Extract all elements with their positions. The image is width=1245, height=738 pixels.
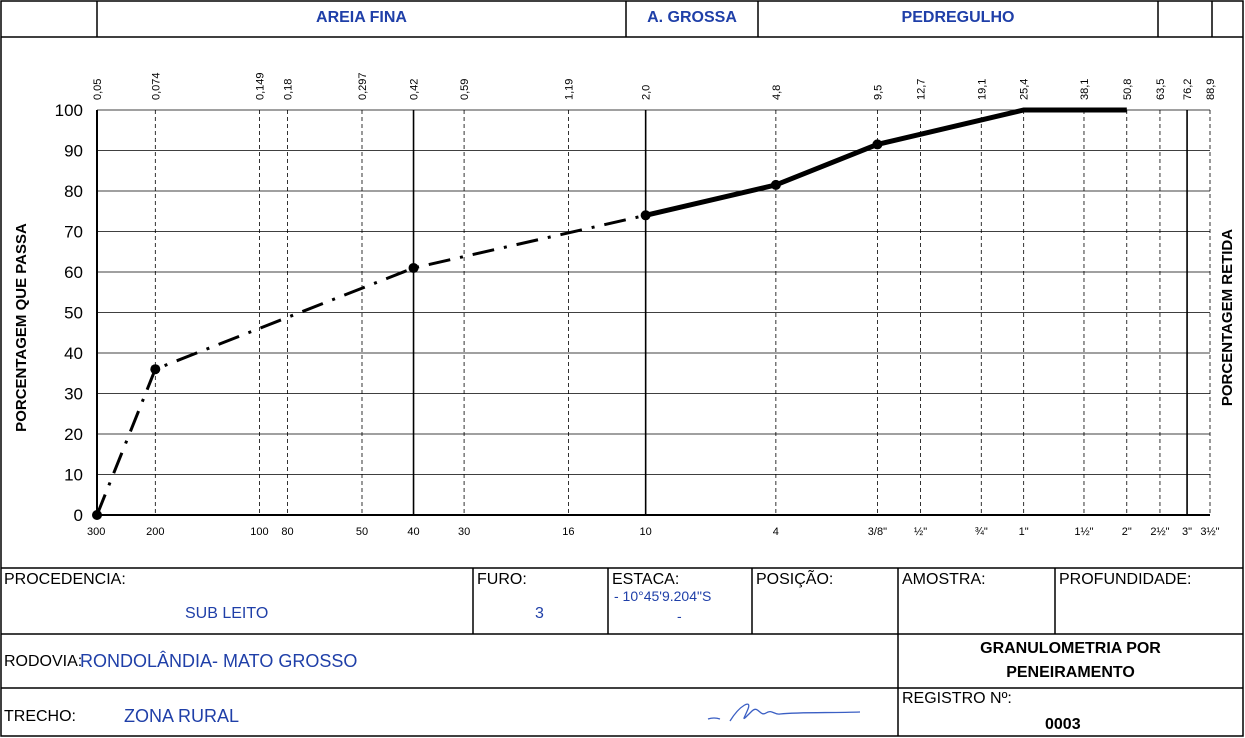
- data-point: [92, 510, 102, 520]
- y-tick-label: 80: [64, 182, 83, 201]
- bottom-tick-label: 1": [1019, 526, 1029, 538]
- bottom-tick-label: 40: [407, 526, 419, 538]
- furo-label: FURO:: [477, 571, 527, 588]
- bottom-tick-label: 3/8": [868, 526, 887, 538]
- estaca-value-2: -: [677, 608, 682, 624]
- amostra-label: AMOSTRA:: [902, 571, 986, 588]
- y-tick-label: 30: [64, 385, 83, 404]
- procedencia-label: PROCEDENCIA:: [4, 571, 126, 588]
- trecho-value: ZONA RURAL: [124, 706, 240, 726]
- bottom-tick-label: 2": [1122, 526, 1132, 538]
- y-axis-title-right: PORCENTAGEM RETIDA: [1219, 229, 1236, 406]
- profundidade-label: PROFUNDIDADE:: [1059, 571, 1192, 588]
- bottom-tick-label: ½": [914, 526, 927, 538]
- data-point: [872, 139, 883, 150]
- y-tick-label: 40: [64, 344, 83, 363]
- estaca-value: - 10°45'9.204"S: [614, 588, 712, 604]
- y-tick-label: 10: [64, 466, 83, 485]
- bottom-tick-label: 2½": [1150, 526, 1169, 538]
- top-tick-label: 9,5: [872, 85, 884, 100]
- y-tick-label: 100: [55, 101, 83, 120]
- granulometria-title-2: PENEIRAMENTO: [1006, 664, 1135, 681]
- data-point: [770, 179, 781, 190]
- y-tick-label: 90: [64, 142, 83, 161]
- top-tick-label: 88,9: [1205, 79, 1217, 100]
- top-tick-label: 38,1: [1079, 79, 1091, 100]
- y-tick-label: 50: [64, 304, 83, 323]
- granulometria-title-1: GRANULOMETRIA POR: [980, 640, 1161, 657]
- bottom-tick-label: 3": [1182, 526, 1192, 538]
- bottom-tick-label: 10: [640, 526, 652, 538]
- bottom-tick-label: 1½": [1074, 526, 1093, 538]
- y-tick-label: 20: [64, 425, 83, 444]
- posicao-label: POSIÇÃO:: [756, 571, 834, 588]
- granulometry-chart: 0 10 20 30 40 50 60 70 80 90 100 0,05 0,074 0,149 0,18…: [13, 72, 1236, 538]
- rodovia-label: RODOVIA:: [4, 653, 83, 670]
- top-tick-label: 25,4: [1019, 79, 1031, 100]
- signature-image: [707, 703, 861, 722]
- registro-label: REGISTRO Nº:: [902, 690, 1012, 707]
- data-point: [150, 364, 161, 375]
- y-tick-label: 70: [64, 223, 83, 242]
- data-point: [408, 262, 419, 273]
- bottom-tick-label: 200: [146, 526, 164, 538]
- bottom-tick-label: 50: [356, 526, 368, 538]
- trecho-label: TRECHO:: [4, 708, 76, 725]
- top-tick-label: 76,2: [1182, 79, 1194, 100]
- top-tick-label: 0,149: [254, 72, 266, 100]
- gravel-header: PEDREGULHO: [901, 9, 1015, 26]
- data-point: [640, 210, 651, 221]
- bottom-tick-label: 80: [281, 526, 293, 538]
- top-tick-label: 0,074: [150, 72, 162, 100]
- coarse-sand-header: A. GROSSA: [647, 9, 737, 26]
- series-line-dash-dot: [95, 213, 647, 516]
- top-tick-label: 0,59: [459, 79, 471, 100]
- estaca-label: ESTACA:: [612, 571, 680, 588]
- top-tick-label: 50,8: [1122, 79, 1134, 100]
- bottom-tick-label: 300: [87, 526, 105, 538]
- bottom-tick-label: ¾": [975, 526, 988, 538]
- top-tick-label: 2,0: [641, 85, 653, 100]
- top-tick-label: 0,297: [357, 72, 369, 100]
- bottom-tick-label: 4: [773, 526, 779, 538]
- bottom-tick-label: 16: [562, 526, 574, 538]
- bottom-tick-label: 30: [458, 526, 470, 538]
- y-tick-label: 0: [74, 506, 83, 525]
- top-tick-label: 0,05: [92, 79, 104, 100]
- bottom-tick-label: 100: [250, 526, 268, 538]
- y-axis-title-left: PORCENTAGEM QUE PASSA: [13, 223, 30, 432]
- fine-sand-header: AREIA FINA: [316, 9, 407, 26]
- procedencia-value: SUB LEITO: [185, 605, 269, 622]
- top-tick-label: 4,8: [771, 85, 783, 100]
- top-tick-label: 1,19: [563, 79, 575, 100]
- series-line-solid: [645, 107, 1127, 218]
- registro-value: 0003: [1045, 716, 1081, 733]
- top-tick-label: 19,1: [976, 79, 988, 100]
- y-tick-label: 60: [64, 263, 83, 282]
- bottom-tick-label: 3½": [1200, 526, 1219, 538]
- furo-value: 3: [535, 605, 544, 622]
- top-tick-label: 63,5: [1155, 79, 1167, 100]
- top-tick-label: 0,42: [409, 79, 421, 100]
- rodovia-value: RONDOLÂNDIA- MATO GROSSO: [80, 651, 358, 671]
- top-tick-label: 12,7: [916, 79, 928, 100]
- top-tick-label: 0,18: [283, 79, 295, 100]
